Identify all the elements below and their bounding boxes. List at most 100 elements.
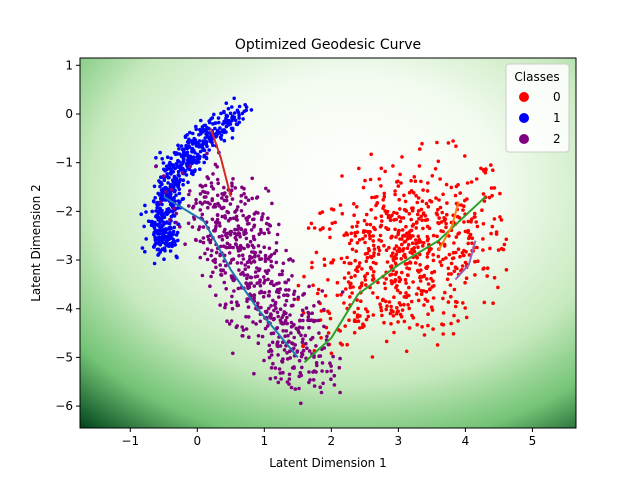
data-point bbox=[411, 280, 415, 284]
data-point bbox=[367, 248, 372, 253]
data-point bbox=[319, 336, 323, 340]
data-point bbox=[219, 206, 224, 210]
legend-marker bbox=[519, 113, 529, 123]
data-point bbox=[285, 321, 290, 326]
data-point bbox=[256, 244, 261, 248]
data-point bbox=[160, 157, 164, 161]
data-point bbox=[441, 296, 445, 301]
data-point bbox=[395, 180, 399, 184]
data-point bbox=[502, 242, 507, 247]
data-point bbox=[277, 281, 281, 285]
data-point bbox=[386, 213, 391, 218]
data-point bbox=[456, 232, 460, 236]
data-point bbox=[465, 181, 470, 185]
data-point bbox=[245, 273, 250, 277]
data-point bbox=[266, 227, 270, 232]
data-point bbox=[394, 235, 398, 239]
data-point bbox=[326, 278, 330, 282]
data-point bbox=[352, 318, 357, 322]
data-point bbox=[352, 330, 357, 335]
data-point bbox=[223, 216, 228, 220]
data-point bbox=[408, 229, 413, 233]
geodesic-curves bbox=[163, 128, 487, 364]
data-point bbox=[407, 326, 412, 330]
data-point bbox=[466, 219, 471, 224]
data-point bbox=[158, 150, 162, 155]
data-point bbox=[424, 289, 429, 294]
data-point bbox=[370, 195, 374, 200]
data-point bbox=[314, 370, 318, 374]
data-point bbox=[414, 221, 419, 225]
data-point bbox=[285, 357, 290, 361]
data-point bbox=[399, 257, 404, 261]
data-point bbox=[431, 327, 435, 331]
data-point bbox=[203, 200, 207, 204]
data-point bbox=[163, 241, 168, 246]
data-point bbox=[393, 278, 398, 282]
data-point bbox=[266, 216, 270, 220]
data-point bbox=[222, 280, 227, 285]
data-point bbox=[231, 128, 235, 133]
data-point bbox=[236, 246, 241, 251]
data-point bbox=[163, 169, 167, 173]
data-point bbox=[144, 237, 148, 241]
data-point bbox=[413, 179, 418, 183]
data-point bbox=[366, 314, 371, 319]
data-point bbox=[384, 307, 389, 312]
data-point bbox=[240, 253, 245, 257]
data-point bbox=[415, 200, 420, 205]
data-point bbox=[230, 118, 234, 123]
data-point bbox=[466, 230, 470, 235]
data-point bbox=[210, 197, 215, 201]
data-point bbox=[232, 96, 236, 101]
data-point bbox=[198, 127, 202, 132]
data-point bbox=[363, 229, 368, 233]
data-point bbox=[420, 199, 425, 203]
data-point bbox=[420, 218, 424, 222]
data-point bbox=[462, 204, 466, 208]
data-point bbox=[194, 238, 198, 242]
data-point bbox=[409, 217, 414, 222]
data-point bbox=[237, 253, 241, 258]
data-point bbox=[162, 178, 167, 182]
data-point bbox=[362, 218, 367, 223]
data-point bbox=[140, 246, 145, 250]
data-point bbox=[331, 207, 336, 212]
data-point bbox=[460, 264, 465, 268]
data-point bbox=[243, 202, 247, 206]
data-point bbox=[220, 214, 225, 219]
data-point bbox=[371, 234, 376, 238]
data-point bbox=[473, 273, 477, 277]
data-point bbox=[431, 258, 436, 263]
data-point bbox=[354, 249, 359, 253]
data-point bbox=[452, 241, 456, 245]
data-point bbox=[419, 288, 424, 293]
data-point bbox=[211, 172, 215, 176]
data-point bbox=[325, 334, 329, 339]
data-point bbox=[284, 248, 288, 253]
data-point bbox=[220, 234, 224, 238]
data-point bbox=[186, 160, 190, 164]
data-point bbox=[395, 306, 399, 310]
data-point bbox=[470, 241, 474, 245]
data-point bbox=[413, 238, 418, 242]
data-point bbox=[300, 365, 304, 370]
data-point bbox=[176, 185, 180, 189]
legend-label: 0 bbox=[553, 90, 561, 104]
data-point bbox=[438, 205, 443, 210]
data-point bbox=[275, 232, 280, 237]
data-point bbox=[300, 340, 305, 345]
x-tick-label: 1 bbox=[261, 434, 269, 448]
data-point bbox=[312, 319, 316, 324]
data-point bbox=[255, 301, 260, 306]
data-point bbox=[165, 172, 169, 176]
data-point bbox=[356, 306, 360, 311]
legend-marker bbox=[519, 92, 529, 102]
data-point bbox=[443, 290, 447, 295]
data-point bbox=[335, 280, 340, 285]
data-point bbox=[318, 211, 322, 215]
data-point bbox=[237, 113, 241, 118]
data-point bbox=[356, 319, 361, 324]
data-point bbox=[322, 257, 327, 262]
data-point bbox=[323, 294, 328, 298]
